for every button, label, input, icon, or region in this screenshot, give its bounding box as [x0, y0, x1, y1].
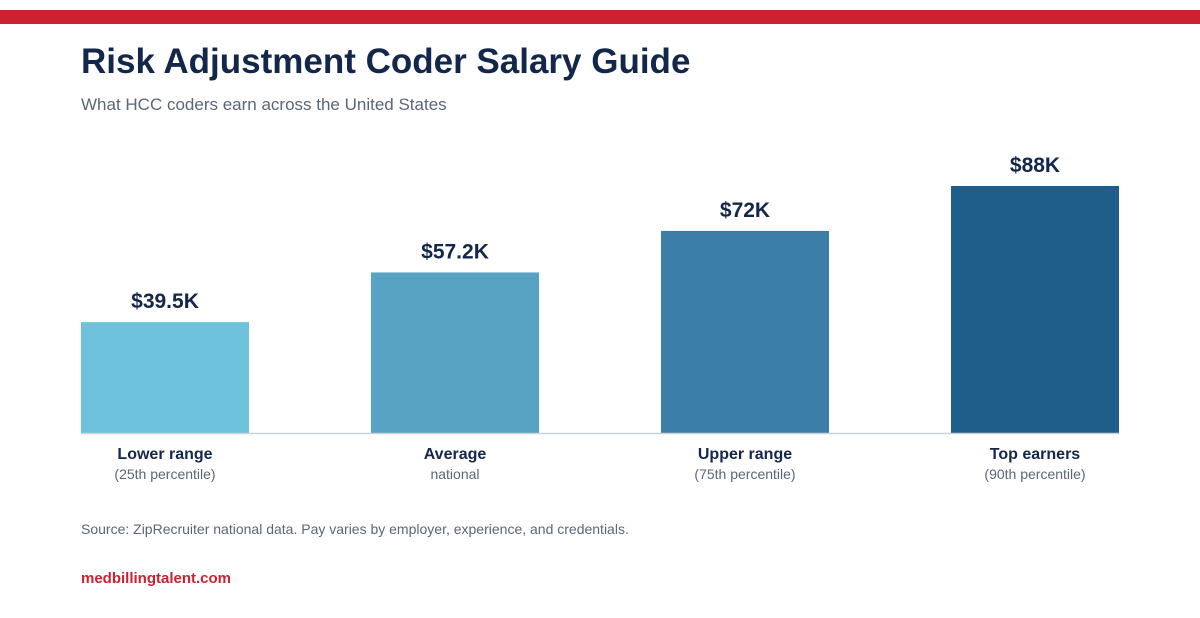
chart-title: Risk Adjustment Coder Salary Guide [81, 42, 691, 81]
source-note: Source: ZipRecruiter national data. Pay … [81, 521, 629, 537]
salary-bar-chart: $39.5K Lower range (25th percentile) $57.2K… [81, 154, 1119, 482]
bar-lower-range [81, 322, 249, 433]
bar-upper-range [661, 230, 829, 433]
value-label-upper-range: $72K [720, 199, 770, 222]
category-label-top-earners: Top earners [990, 446, 1081, 463]
value-label-average: $57.2K [421, 240, 489, 263]
category-sublabel-upper-range: (75th percentile) [694, 466, 795, 482]
category-label-average: Average [424, 446, 487, 463]
category-sublabel-lower-range: (25th percentile) [114, 466, 215, 482]
value-label-top-earners: $88K [1010, 154, 1060, 177]
chart-subtitle: What HCC coders earn across the United S… [81, 95, 447, 114]
category-sublabel-average: national [430, 466, 479, 482]
category-label-lower-range: Lower range [117, 446, 212, 463]
category-sublabel-top-earners: (90th percentile) [984, 466, 1085, 482]
value-label-lower-range: $39.5K [131, 290, 199, 313]
bar-average [371, 272, 539, 433]
category-label-upper-range: Upper range [698, 446, 792, 463]
top-accent-bar [0, 10, 1200, 24]
bar-top-earners [951, 186, 1119, 433]
brand-link[interactable]: medbillingtalent.com [81, 570, 232, 587]
